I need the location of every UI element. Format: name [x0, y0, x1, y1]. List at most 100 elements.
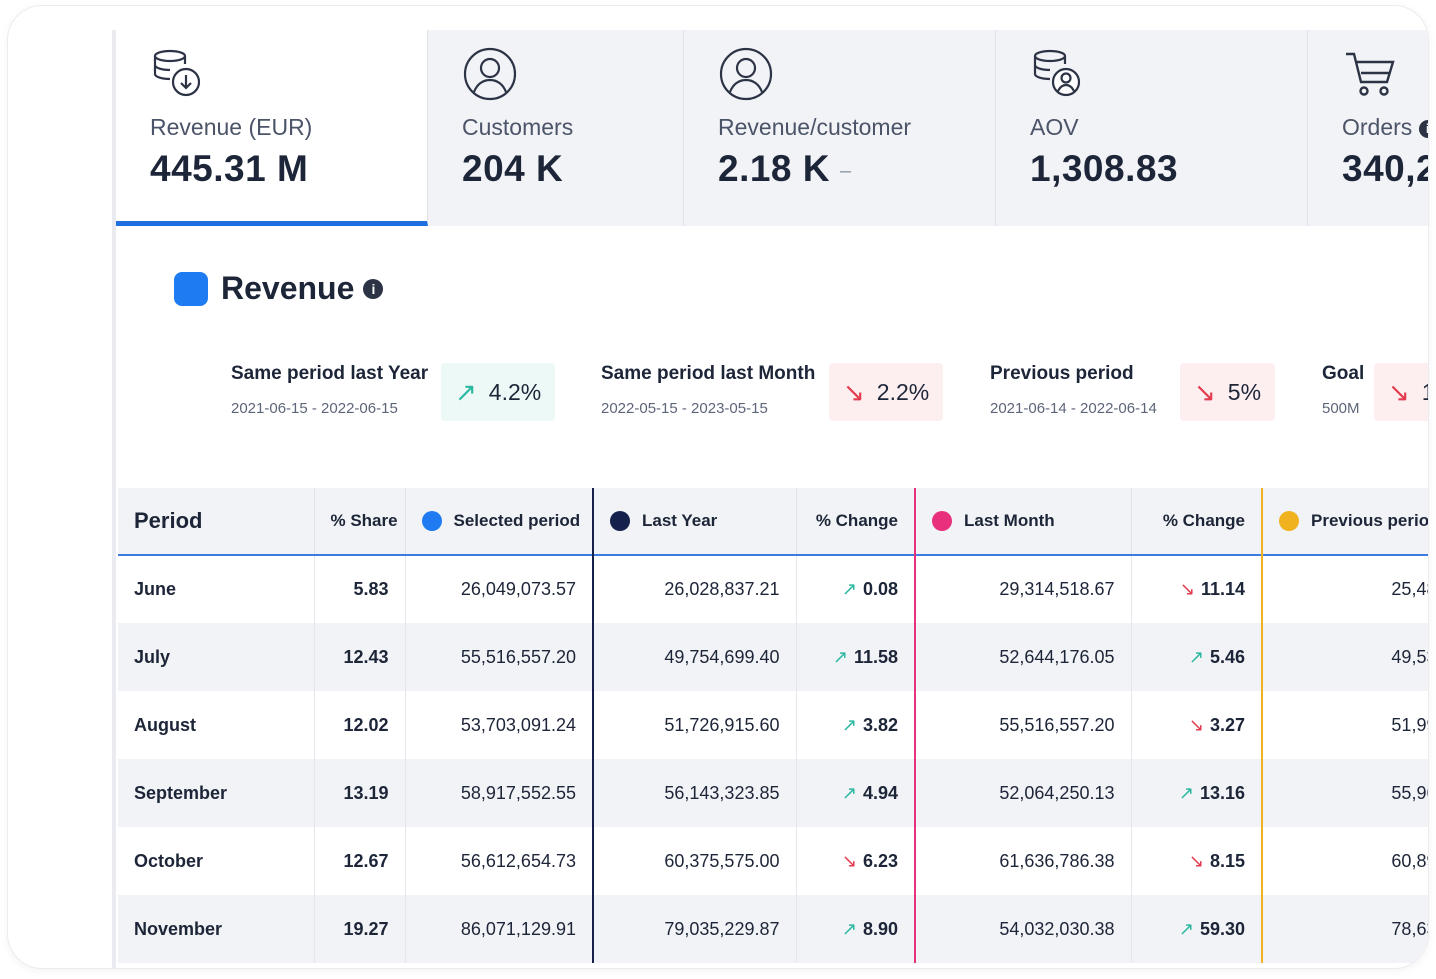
- cell-last-month: 29,314,518.67: [915, 555, 1132, 623]
- cell-previous-period: 25,481,9: [1262, 555, 1428, 623]
- comparison-value: 2.2%: [876, 378, 930, 405]
- comparison-value: 4.2%: [488, 378, 542, 405]
- tab-orders[interactable]: Orders i 340,2: [1308, 30, 1428, 226]
- cell-change-last-year: ↗ 11.58: [796, 623, 916, 691]
- arrow-up-right-icon: ↗: [841, 579, 857, 599]
- column-header-share[interactable]: % Share: [314, 488, 406, 555]
- change-value: 59.30: [1199, 918, 1245, 939]
- cell-selected-period: 86,071,129.91: [405, 895, 594, 963]
- revenue-table: Period % Share Selected period Last Year…: [118, 488, 1428, 963]
- change-value: 4.94: [862, 782, 898, 803]
- cell-selected-period: 58,917,552.55: [405, 759, 594, 827]
- change-value: 8.15: [1209, 850, 1245, 871]
- cell-last-month: 52,644,176.05: [915, 623, 1132, 691]
- comparison-badge: ↘ 2.2%: [829, 363, 944, 421]
- change-value: 5.46: [1209, 646, 1245, 667]
- cell-period: October: [118, 827, 315, 895]
- comparison-badge: ↗ 4.2%: [441, 363, 556, 421]
- table-row[interactable]: October 12.67 56,612,654.73 60,375,575.00 ↘ 6…: [118, 827, 1428, 895]
- user-icon: [463, 47, 517, 101]
- column-header-period[interactable]: Period: [118, 488, 315, 555]
- column-header-previous-period[interactable]: Previous period: [1262, 488, 1428, 555]
- table-row[interactable]: August 12.02 53,703,091.24 51,726,915.60 ↗ 3.…: [118, 691, 1428, 759]
- column-header-last-year[interactable]: Last Year: [593, 488, 797, 555]
- cell-last-month: 55,516,557.20: [915, 691, 1132, 759]
- cell-selected-period: 26,049,073.57: [405, 555, 594, 623]
- cell-change-last-month: ↗ 13.16: [1131, 759, 1263, 827]
- cell-share: 19.27: [314, 895, 406, 963]
- arrow-down-right-icon: ↘: [1188, 850, 1204, 871]
- cart-icon: [1346, 52, 1395, 96]
- table-header-row: Period % Share Selected period Last Year…: [118, 488, 1428, 555]
- cell-change-last-year: ↗ 8.90: [796, 895, 916, 963]
- arrow-up-right-icon: ↗: [841, 918, 857, 939]
- tab-label: AOV: [1030, 114, 1079, 140]
- tab-revenue-per-customer[interactable]: Revenue/customer 2.18 K –: [684, 30, 996, 226]
- arrow-down-right-icon: ↘: [1388, 376, 1410, 407]
- table-row[interactable]: July 12.43 55,516,557.20 49,754,699.40 ↗ 11.5…: [118, 623, 1428, 691]
- tab-value: 204 K: [462, 148, 564, 189]
- info-icon[interactable]: i: [1418, 119, 1428, 138]
- comparison-title: Goal: [1322, 363, 1365, 384]
- tab-value: 340,2: [1342, 148, 1428, 189]
- database-user-icon: [1033, 49, 1081, 97]
- tab-label: Revenue/customer: [718, 114, 912, 140]
- cell-share: 12.02: [314, 691, 406, 759]
- tab-aov[interactable]: AOV 1,308.83: [996, 30, 1308, 226]
- arrow-up-right-icon: ↗: [1178, 782, 1194, 803]
- comparison-date: 2021-06-15 - 2022-06-15: [231, 400, 398, 417]
- column-header-change-last-month[interactable]: % Change: [1131, 488, 1263, 555]
- cell-period: August: [118, 691, 315, 759]
- cell-change-last-month: ↘ 11.14: [1131, 555, 1263, 623]
- change-value: 11.14: [1200, 579, 1245, 599]
- series-dot: [932, 511, 952, 532]
- table-body: June 5.83 26,049,073.57 26,028,837.21 ↗ 0.08 2…: [118, 555, 1428, 963]
- comparison-title: Same period last Month: [601, 363, 816, 384]
- arrow-up-right-icon: ↗: [455, 376, 477, 407]
- arrow-down-right-icon: ↘: [1179, 579, 1195, 599]
- arrow-up-right-icon: ↗: [841, 782, 857, 803]
- cell-previous-period: 51,997,5: [1262, 691, 1428, 759]
- cell-share: 13.19: [314, 759, 406, 827]
- tab-label-text: Orders: [1342, 114, 1413, 140]
- cell-previous-period: 78,634,3: [1262, 895, 1428, 963]
- column-header-selected-period[interactable]: Selected period: [405, 488, 594, 555]
- change-value: 13.16: [1199, 782, 1245, 803]
- column-header-change-last-year[interactable]: % Change: [796, 488, 916, 555]
- table-row[interactable]: November 19.27 86,071,129.91 79,035,229.87 ↗…: [118, 895, 1428, 963]
- dashboard-panel: Revenue (EUR) 445.31 M Customers 204 K: [112, 30, 1428, 968]
- cell-change-last-month: ↗ 5.46: [1131, 623, 1263, 691]
- table-row[interactable]: September 13.19 58,917,552.55 56,143,323.85…: [118, 759, 1428, 827]
- cell-last-year: 26,028,837.21: [593, 555, 797, 623]
- cell-share: 12.67: [314, 827, 406, 895]
- comparison-date: 2022-05-15 - 2023-05-15: [601, 400, 768, 417]
- cell-previous-period: 55,961,1: [1262, 759, 1428, 827]
- column-header-last-month[interactable]: Last Month: [915, 488, 1132, 555]
- table-row[interactable]: June 5.83 26,049,073.57 26,028,837.21 ↗ 0.08 2…: [118, 555, 1428, 623]
- series-dot: [421, 511, 442, 532]
- cell-change-last-year: ↗ 3.82: [796, 691, 916, 759]
- comparison-value: 1: [1422, 379, 1428, 406]
- cell-previous-period: 60,893,9: [1262, 827, 1428, 895]
- cell-selected-period: 55,516,557.20: [405, 623, 594, 691]
- arrow-down-right-icon: ↘: [1194, 376, 1216, 407]
- cell-change-last-month: ↘ 3.27: [1131, 691, 1263, 759]
- app-frame: Revenue (EUR) 445.31 M Customers 204 K: [8, 6, 1428, 968]
- arrow-up-right-icon: ↗: [1188, 646, 1204, 667]
- tab-revenue[interactable]: Revenue (EUR) 445.31 M: [116, 30, 428, 226]
- series-dot: [610, 511, 630, 532]
- column-header-text: Last Month: [964, 510, 1055, 530]
- cell-last-year: 60,375,575.00: [593, 827, 797, 895]
- info-icon[interactable]: i: [363, 278, 384, 299]
- comparison-value: 5%: [1227, 378, 1262, 405]
- revenue-color-swatch: [174, 271, 208, 306]
- tab-value: 445.31 M: [150, 148, 309, 189]
- comparison-title: Same period last Year: [231, 363, 429, 384]
- cell-period: July: [118, 623, 315, 691]
- tab-label: Customers: [462, 114, 574, 140]
- arrow-up-right-icon: ↗: [1178, 918, 1194, 939]
- column-header-text: Previous period: [1311, 510, 1428, 530]
- arrow-up-right-icon: ↗: [832, 646, 848, 667]
- cell-change-last-month: ↗ 59.30: [1131, 895, 1263, 963]
- tab-customers[interactable]: Customers 204 K: [428, 30, 684, 226]
